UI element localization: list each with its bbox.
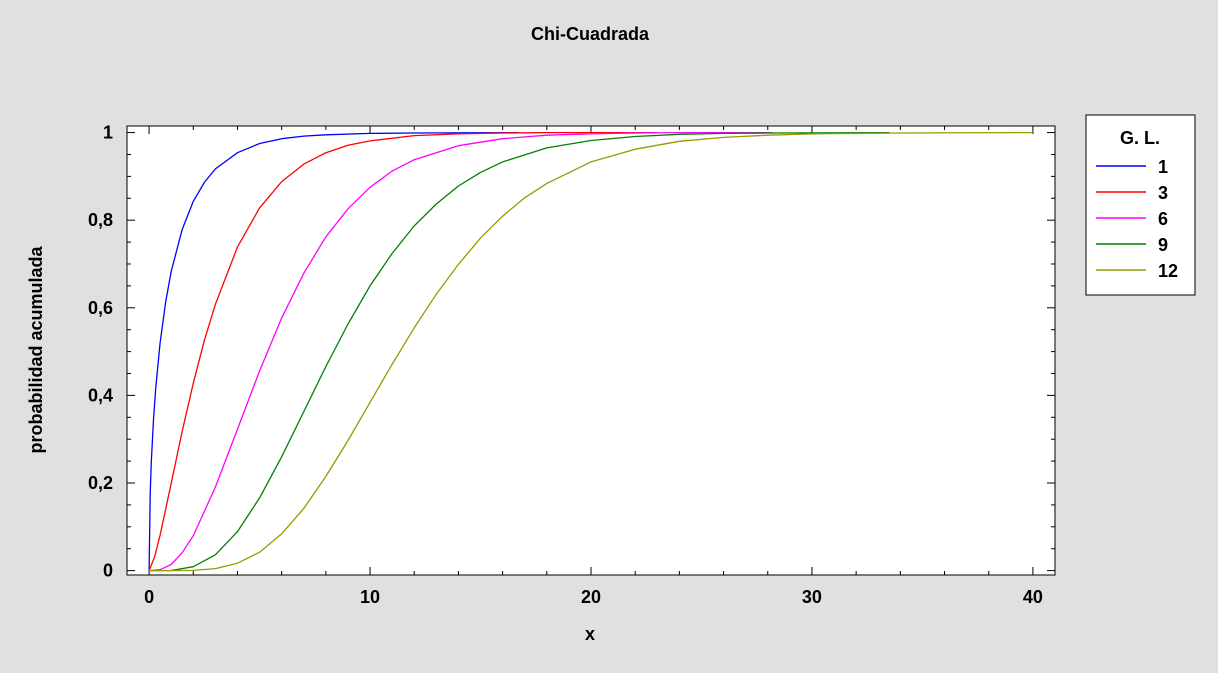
y-axis-tick-labels: 0 0,2 0,4 0,6 0,8 1 bbox=[88, 123, 113, 581]
legend-items: 1 3 6 9 12 bbox=[1096, 157, 1178, 281]
legend-label: 1 bbox=[1158, 157, 1168, 177]
series-line-gl-1 bbox=[148, 131, 519, 571]
legend: G. L. 1 3 6 9 12 bbox=[1085, 114, 1196, 296]
plot-area bbox=[126, 125, 1056, 576]
y-axis-label: probabilidad acumulada bbox=[26, 245, 46, 453]
series-line-gl-9 bbox=[149, 131, 890, 572]
legend-label: 9 bbox=[1158, 235, 1168, 255]
series-line-gl-3 bbox=[148, 131, 658, 571]
y-tick-label: 0,2 bbox=[88, 473, 113, 493]
x-tick-label: 10 bbox=[360, 587, 380, 607]
series-line-gl-6 bbox=[149, 131, 773, 572]
y-tick-label: 0,8 bbox=[88, 210, 113, 230]
y-tick-label: 1 bbox=[103, 123, 113, 143]
x-tick-label: 20 bbox=[581, 587, 601, 607]
x-tick-label: 0 bbox=[144, 587, 154, 607]
legend-title: G. L. bbox=[1120, 128, 1160, 148]
series-lines bbox=[148, 131, 1033, 572]
x-axis-tick-labels: 0 10 20 30 40 bbox=[144, 587, 1043, 607]
chart-title: Chi-Cuadrada bbox=[531, 24, 650, 44]
y-tick-label: 0 bbox=[103, 561, 113, 581]
x-tick-label: 30 bbox=[802, 587, 822, 607]
legend-label: 3 bbox=[1158, 183, 1168, 203]
y-tick-label: 0,6 bbox=[88, 298, 113, 318]
legend-box bbox=[1085, 114, 1196, 296]
axis-ticks bbox=[127, 126, 1055, 575]
x-axis-label: x bbox=[585, 624, 595, 644]
x-tick-label: 40 bbox=[1023, 587, 1043, 607]
legend-label: 12 bbox=[1158, 261, 1178, 281]
series-line-gl-12 bbox=[149, 131, 1033, 572]
y-tick-label: 0,4 bbox=[88, 385, 113, 405]
legend-label: 6 bbox=[1158, 209, 1168, 229]
